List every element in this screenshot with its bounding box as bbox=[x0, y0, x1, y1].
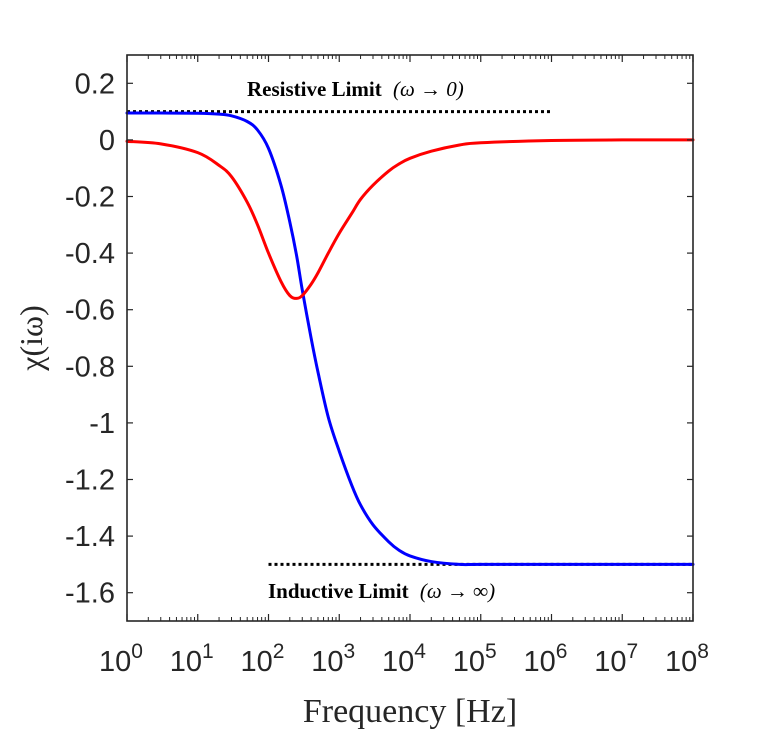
annotation-inductive-limit: Inductive Limit (ω → ∞) bbox=[268, 579, 495, 603]
x-tick-label: 101 bbox=[170, 640, 214, 678]
y-axis-ticks: 0.2 0 -0.2 -0.4 -0.6 -0.8 -1 -1.2 -1.4 -1.6 bbox=[65, 68, 693, 610]
y-tick-label: 0 bbox=[99, 125, 115, 157]
x-tick-label: 107 bbox=[594, 640, 638, 678]
plot-area bbox=[127, 55, 693, 621]
annotation-resistive-limit: Resistive Limit (ω → 0) bbox=[247, 77, 464, 101]
y-tick-label: -1.4 bbox=[65, 521, 115, 553]
y-tick-label: -0.2 bbox=[65, 182, 115, 214]
y-tick-label: -1.6 bbox=[65, 578, 115, 610]
x-tick-label: 106 bbox=[524, 640, 568, 678]
y-tick-label: 0.2 bbox=[75, 68, 115, 100]
y-tick-label: -1.2 bbox=[65, 465, 115, 497]
y-tick-label: -0.6 bbox=[65, 295, 115, 327]
y-tick-label: -0.8 bbox=[65, 351, 115, 383]
x-tick-label: 102 bbox=[241, 640, 285, 678]
series-line-1 bbox=[125, 111, 695, 567]
x-axis-label: Frequency [Hz] bbox=[303, 693, 517, 730]
y-axis-label: χ(iω) bbox=[13, 305, 49, 371]
x-tick-label: 104 bbox=[382, 640, 426, 678]
y-tick-label: -1 bbox=[89, 408, 115, 440]
series-line-2 bbox=[125, 138, 695, 300]
x-axis-ticks: 100 101 102 103 104 105 106 107 108 bbox=[99, 55, 709, 678]
data-series bbox=[125, 111, 695, 567]
x-tick-label: 105 bbox=[453, 640, 497, 678]
x-tick-label: 103 bbox=[311, 640, 355, 678]
y-tick-label: -0.4 bbox=[65, 238, 115, 270]
x-tick-label: 100 bbox=[99, 640, 143, 678]
x-tick-label: 108 bbox=[665, 640, 709, 678]
